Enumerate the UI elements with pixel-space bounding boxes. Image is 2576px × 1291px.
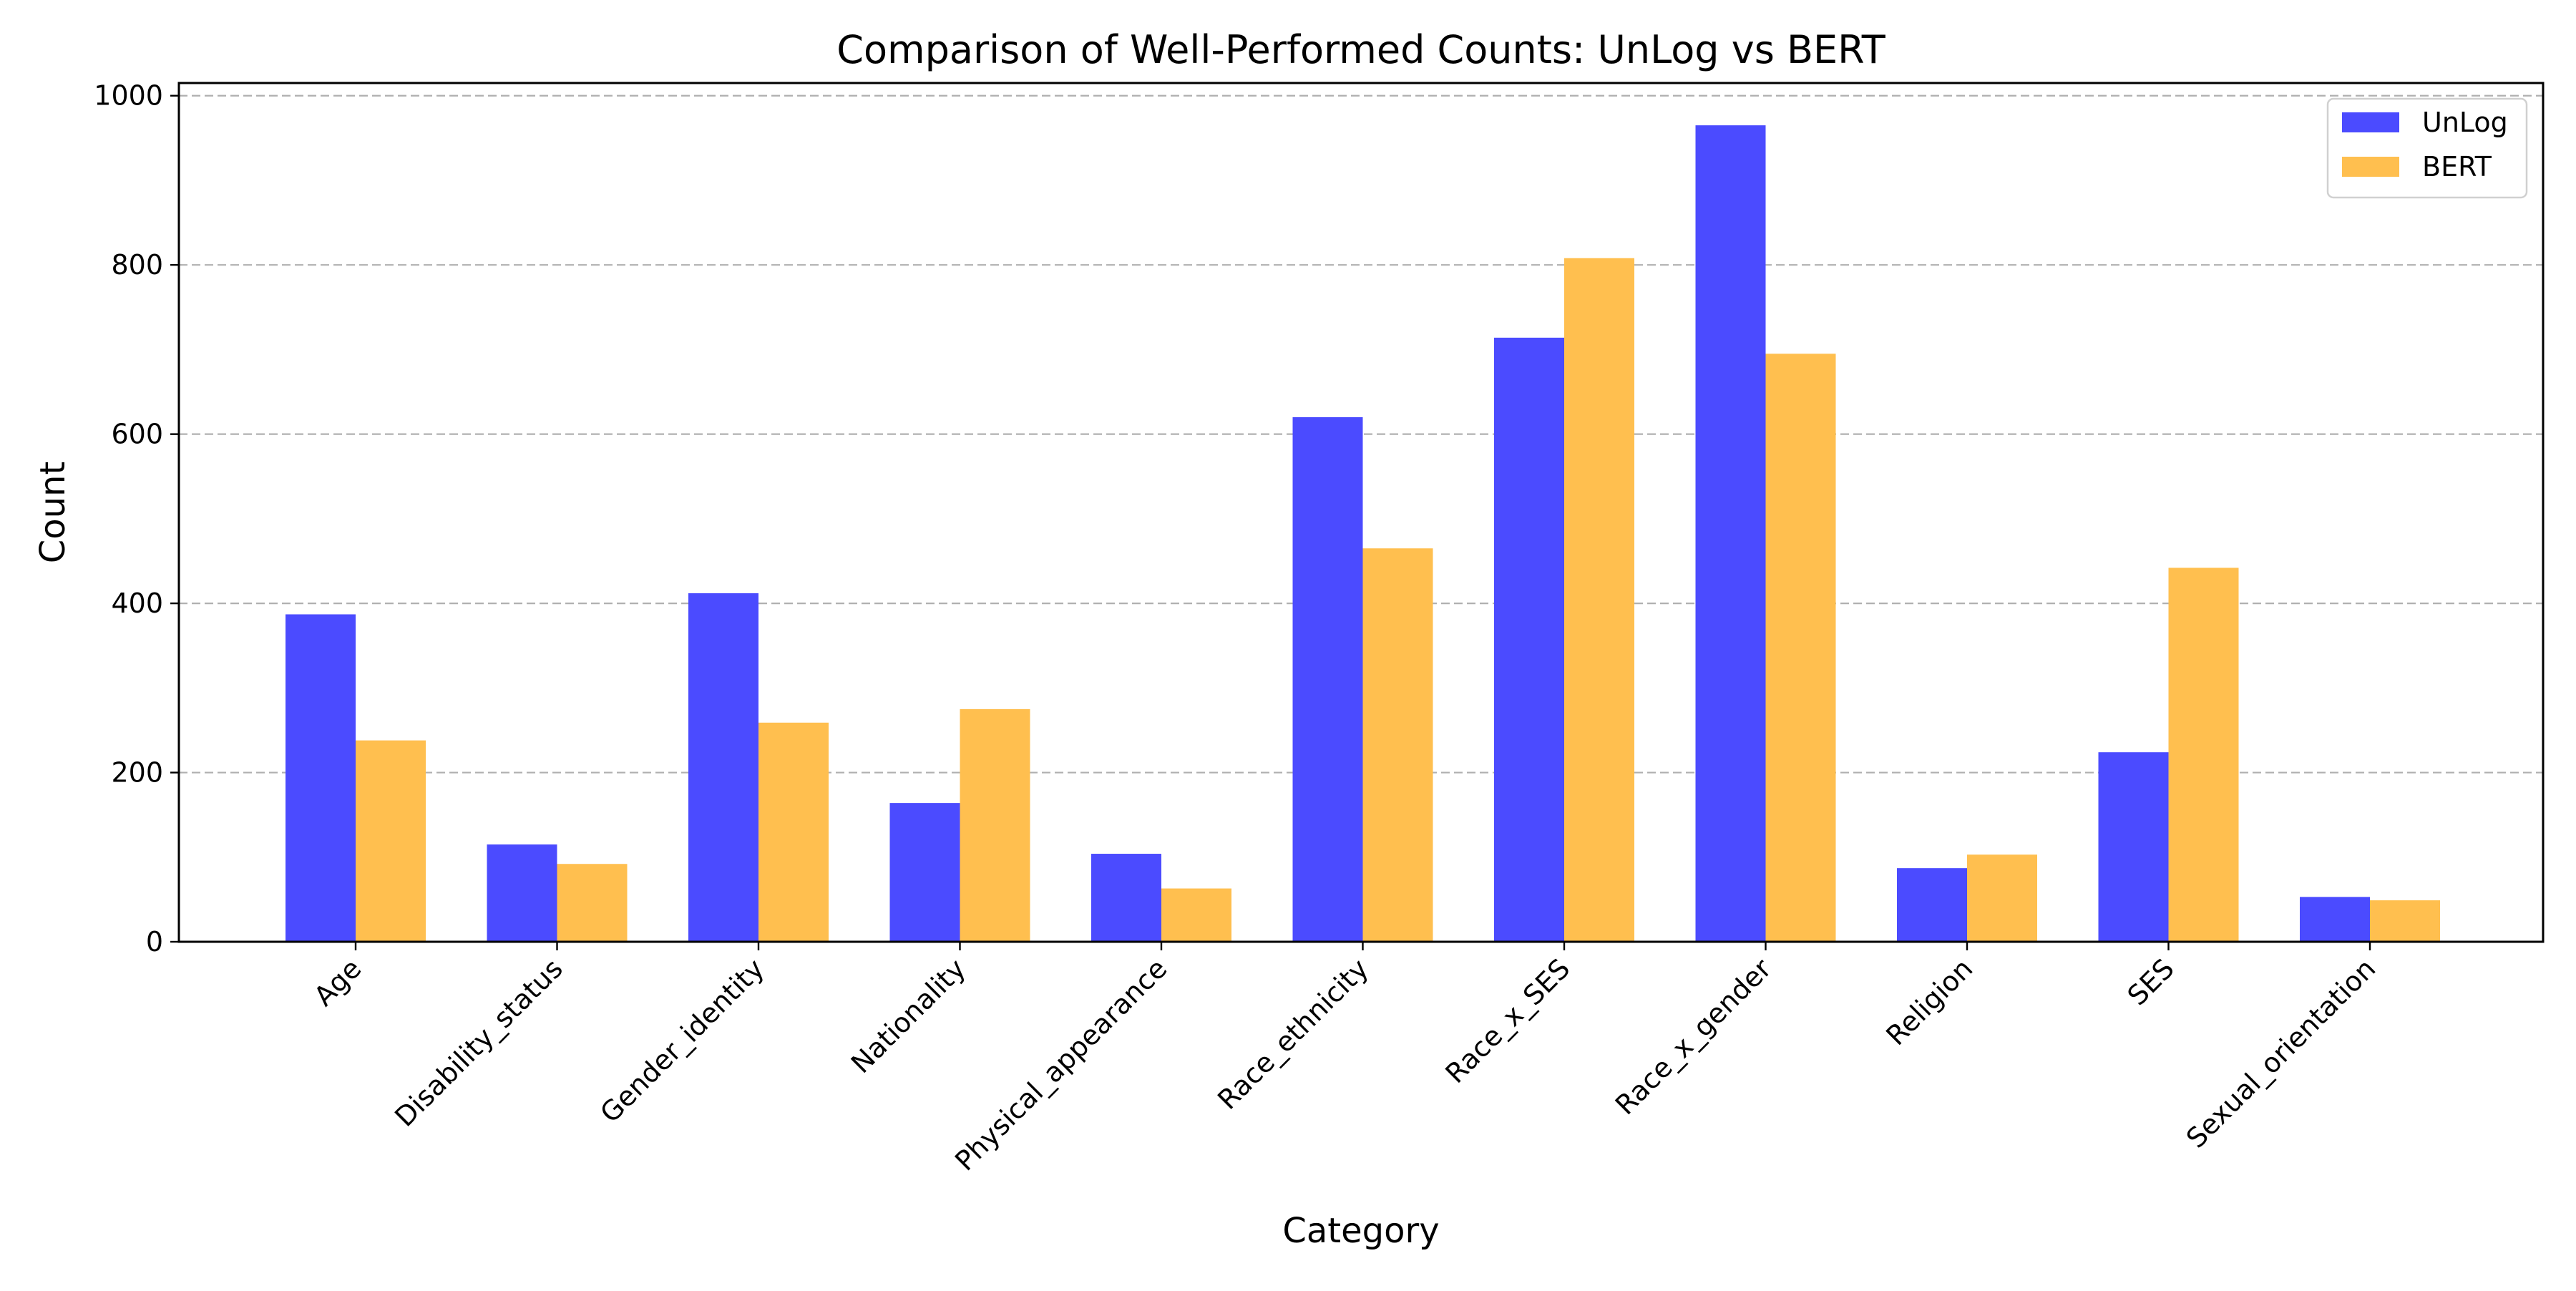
x-tick-label: Race_ethnicity: [1211, 953, 1375, 1116]
bar-bert-race-ethnicity: [1362, 548, 1433, 942]
bar-bert-nationality: [960, 708, 1030, 942]
bar-bert-race-x-ses: [1564, 258, 1634, 942]
bar-bert-disability-status: [557, 864, 628, 942]
legend-label-unlog: UnLog: [2422, 107, 2508, 138]
bar-unlog-physical-appearance: [1091, 854, 1161, 942]
y-axis-ticks: 0 200 400 600 800 1000: [94, 80, 179, 958]
bar-bert-race-x-gender: [1765, 354, 1836, 942]
x-tick-label: Sexual_orientation: [2180, 953, 2382, 1154]
bar-unlog-disability-status: [487, 844, 557, 942]
x-tick-label: Physical_appearance: [949, 953, 1173, 1176]
x-tick-label: SES: [2122, 953, 2180, 1011]
legend-label-bert: BERT: [2422, 151, 2492, 182]
bar-bert-religion: [1967, 854, 2037, 942]
plot-area-frame: [177, 82, 2545, 943]
bar-unlog-sexual-orientation: [2300, 897, 2370, 942]
bar-bert-sexual-orientation: [2370, 900, 2440, 942]
bar-bert-physical-appearance: [1161, 888, 1231, 942]
x-axis-ticks: Age Disability_status Gender_identity Natio…: [308, 942, 2381, 1177]
bars: [286, 125, 2440, 942]
y-tick-label: 0: [146, 926, 163, 958]
bar-bert-gender-identity: [758, 722, 829, 942]
bar-unlog-age: [286, 614, 356, 942]
x-tick-label: Race_x_SES: [1440, 953, 1576, 1089]
x-tick-label: Age: [308, 953, 367, 1012]
bar-unlog-ses: [2098, 752, 2169, 942]
chart-title: Comparison of Well-Performed Counts: UnL…: [836, 27, 1886, 72]
x-tick-label: Nationality: [845, 953, 972, 1079]
legend: UnLog BERT: [2326, 97, 2528, 199]
bar-unlog-religion: [1897, 868, 1967, 942]
y-tick-label: 600: [111, 419, 163, 450]
legend-swatch-unlog: [2342, 112, 2399, 132]
bar-unlog-gender-identity: [688, 593, 758, 942]
bar-bert-ses: [2168, 567, 2239, 942]
y-tick-label: 1000: [94, 80, 163, 112]
x-tick-label: Race_x_gender: [1609, 953, 1777, 1121]
bar-unlog-race-x-ses: [1494, 337, 1564, 942]
bar-unlog-nationality: [889, 803, 960, 942]
x-tick-label: Gender_identity: [594, 953, 770, 1129]
bar-unlog-race-x-gender: [1695, 125, 1766, 942]
x-axis-label: Category: [1282, 1211, 1439, 1251]
bar-bert-age: [356, 740, 426, 942]
y-axis-label: Count: [33, 462, 73, 564]
y-tick-label: 800: [111, 249, 163, 281]
legend-swatch-bert: [2342, 157, 2399, 177]
y-tick-label: 200: [111, 757, 163, 789]
x-tick-label: Disability_status: [389, 953, 569, 1133]
bar-unlog-race-ethnicity: [1292, 416, 1363, 942]
y-tick-label: 400: [111, 588, 163, 619]
x-tick-label: Religion: [1880, 953, 1979, 1051]
